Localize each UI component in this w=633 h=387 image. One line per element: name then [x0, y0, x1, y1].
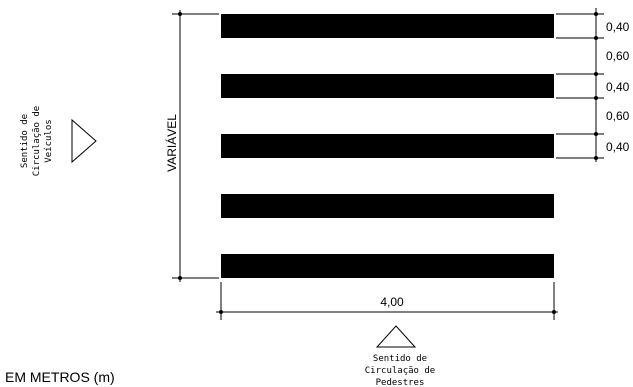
vehicle-flow-line-3: Veículos: [44, 119, 54, 162]
pedestrian-flow-line-1: Sentido de: [373, 354, 427, 364]
crosswalk-stripes: [221, 14, 554, 278]
stripe-width-label-3: 0,40: [606, 140, 630, 154]
pedestrian-direction-arrow-icon: [375, 325, 417, 348]
right-dimension-chain: 0,40 0,60 0,40 0,60 0,40: [556, 8, 630, 162]
pedestrian-flow-line-3: Pedestres: [376, 378, 425, 387]
stripe-width-label-1: 0,40: [606, 20, 630, 34]
crosswalk-stripe-2: [221, 74, 554, 98]
vehicle-flow-indicator: Sentido de Circulação de Veículos: [20, 106, 97, 176]
crosswalk-stripe-5: [221, 254, 554, 278]
gap-label-2: 0,60: [606, 109, 630, 123]
length-dimension: 4,00: [216, 282, 558, 320]
pedestrian-flow-line-2: Circulação de: [365, 366, 435, 376]
crosswalk-stripe-4: [221, 194, 554, 218]
gap-label-1: 0,60: [606, 49, 630, 63]
variable-label: VARIÁVEL: [164, 114, 179, 172]
pedestrian-flow-indicator: Sentido de Circulação de Pedestres: [365, 325, 435, 387]
stripe-width-label-2: 0,40: [606, 80, 630, 94]
variable-dimension: VARIÁVEL: [164, 10, 219, 282]
vehicle-direction-arrow-icon: [71, 118, 97, 164]
units-note: EM METROS (m): [5, 369, 115, 385]
crosswalk-stripe-3: [221, 134, 554, 158]
crosswalk-stripe-1: [221, 14, 554, 38]
vehicle-flow-line-2: Circulação de: [32, 106, 42, 176]
length-label: 4,00: [380, 295, 404, 309]
vehicle-flow-line-1: Sentido de: [20, 114, 30, 168]
